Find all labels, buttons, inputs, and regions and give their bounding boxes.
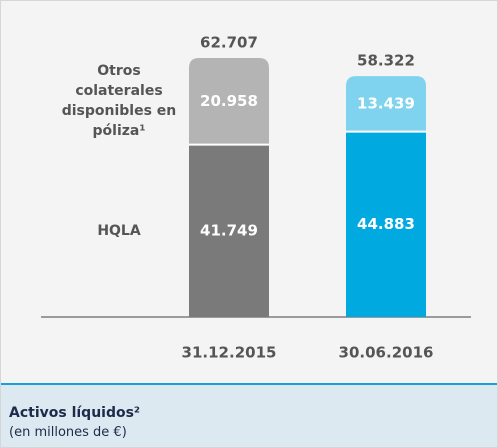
value-label: 44.883	[357, 215, 415, 233]
footer-title: Activos líquidos²	[9, 405, 141, 421]
value-label: 41.749	[200, 221, 258, 239]
series-label: Otros colaterales disponibles en póliza¹	[61, 63, 177, 140]
value-label: 13.439	[357, 94, 415, 112]
bar-segment	[346, 76, 426, 132]
footer: Activos líquidos² (en millones de €)	[1, 383, 497, 447]
x-tick-label: 31.12.2015	[182, 344, 277, 362]
bar-segment	[346, 131, 426, 317]
total-label: 58.322	[357, 52, 415, 70]
value-label: 20.958	[200, 92, 258, 110]
footer-subtitle: (en millones de €)	[9, 425, 127, 440]
series-label: HQLA	[97, 222, 141, 239]
bar-segment	[189, 144, 269, 317]
x-tick-label: 30.06.2016	[339, 344, 434, 362]
total-label: 62.707	[200, 34, 258, 52]
bar-segment	[189, 58, 269, 145]
chart: 41.749 20.958 62.707 31.12.2015 44.883 13.439…	[41, 34, 471, 362]
